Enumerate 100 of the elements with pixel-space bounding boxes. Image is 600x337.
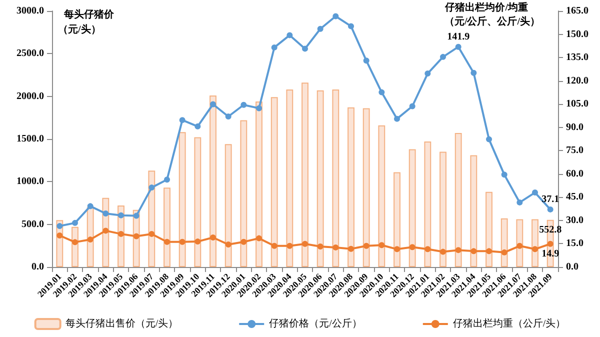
bar [486,192,492,267]
point [424,246,431,252]
bar [178,132,186,267]
point [210,234,216,241]
y2-tick-label: 105.0 [566,98,588,110]
bar [394,172,400,267]
point [133,212,140,219]
point [102,210,109,216]
y2-tick-label: 30.0 [566,214,584,226]
data-label: 141.9 [447,31,470,42]
bar [440,152,446,267]
point [302,240,308,247]
point [501,172,508,178]
point [271,44,278,50]
point [317,26,324,32]
point [118,230,124,237]
point [486,248,492,254]
point [271,242,278,249]
y2-tick-label: 135.0 [566,52,588,64]
point [394,116,400,122]
point [148,184,155,191]
point [164,238,170,245]
bar [424,142,432,267]
bar [240,120,248,267]
bar [378,125,386,267]
y2-tick-label: 45.0 [566,192,584,203]
point [102,228,109,234]
point [348,246,354,252]
y-tick-label: 1000.0 [16,176,44,188]
point [133,233,140,240]
y-tick-label: 0.0 [32,262,44,272]
point [516,242,523,249]
y2-axis-title: 仔猪出栏均价/均重（元/公斤、公斤/头） [444,2,540,28]
y2-tick-label: 15.0 [566,238,584,250]
point [547,206,554,212]
point [348,23,354,30]
point [440,248,446,255]
point [532,190,538,196]
bar [194,137,202,267]
bar [470,155,478,267]
y2-tick-label: 0.0 [566,262,578,272]
point [486,136,492,142]
y-tick-label: 500.0 [22,218,44,230]
point [470,70,477,76]
legend-label: 每头仔猪出售价（元/头） [65,318,178,330]
point [210,101,216,108]
point [547,240,554,247]
bar [362,108,370,267]
bar [224,144,232,267]
point [87,203,94,210]
point [286,32,293,38]
point [72,220,78,226]
bar [302,82,308,267]
point [424,70,431,77]
y-tick-label: 3000.0 [16,6,44,16]
bar [270,97,278,267]
point [286,242,293,249]
data-label: 552.8 [539,224,562,236]
point [179,117,186,124]
point [532,246,538,252]
point [409,244,416,250]
y2-tick-label: 165.0 [566,6,588,16]
point [317,244,324,250]
y2-tick-label: 90.0 [566,122,584,133]
point [378,89,385,96]
y-axis-title: 每头仔猪价（元/头） [58,8,115,36]
point [440,54,446,60]
point [164,176,170,183]
data-label: 37.1 [542,194,560,205]
point [470,248,477,254]
y2-tick-label: 120.0 [566,75,588,86]
point [501,249,508,256]
bar [332,90,340,267]
y2-tick-label: 150.0 [566,28,588,40]
bar [164,188,170,267]
bar [408,149,416,267]
point [225,242,232,248]
point [194,123,201,130]
y-tick-label: 1500.0 [16,134,44,144]
bar [348,107,354,267]
point [240,102,247,108]
point [56,223,63,230]
point [363,242,370,249]
point [240,238,247,245]
y2-tick-label: 60.0 [566,168,584,180]
bar [500,218,508,267]
point [148,230,155,237]
point [56,232,63,239]
legend-label: 仔猪价格（元/公斤） [269,318,362,330]
bar [256,101,262,267]
point [363,58,370,64]
point [118,212,124,218]
point [378,242,385,248]
legend-label: 仔猪出栏均重（公斤/头） [452,318,566,330]
bar [210,95,216,267]
point [72,239,78,246]
point [194,238,201,245]
point [179,238,186,245]
point [256,105,262,112]
point [332,13,339,20]
